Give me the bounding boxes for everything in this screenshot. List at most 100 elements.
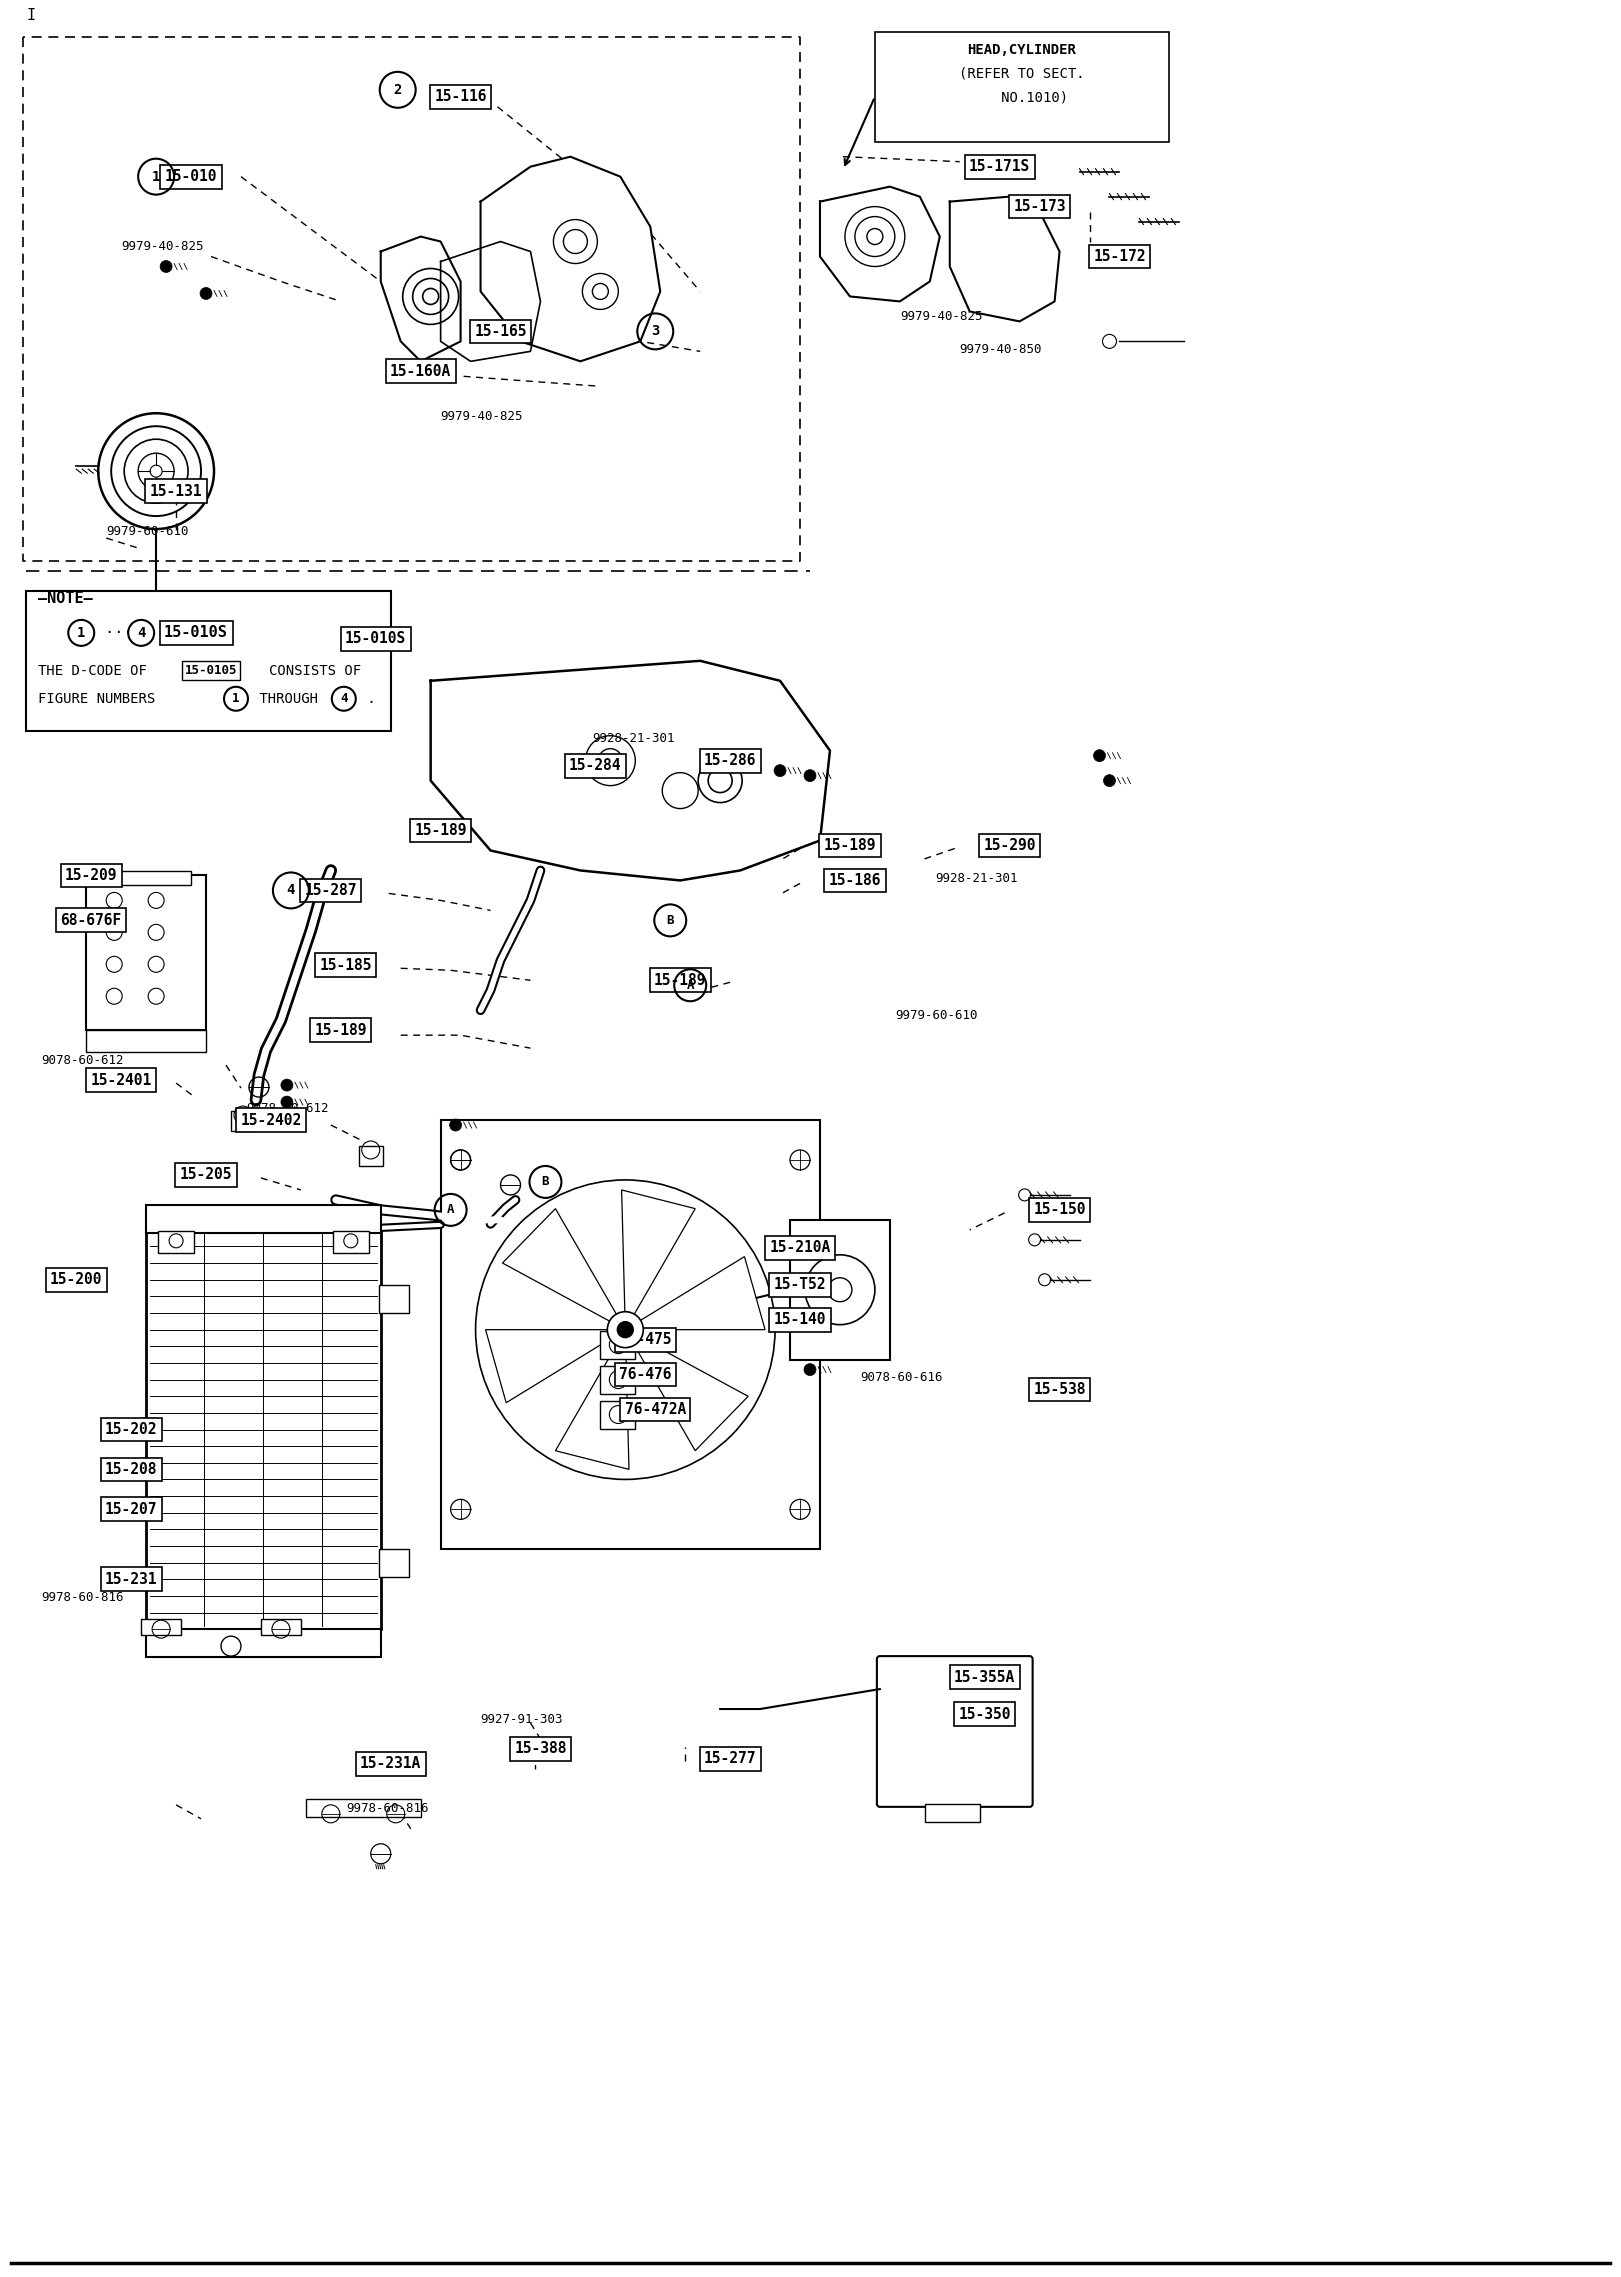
Bar — [86, 1029, 206, 1052]
Bar — [101, 872, 191, 886]
Text: 9928-21-301: 9928-21-301 — [592, 733, 674, 745]
Bar — [232, 1111, 254, 1132]
Circle shape — [160, 260, 172, 273]
FancyBboxPatch shape — [877, 1655, 1033, 1808]
Polygon shape — [556, 1346, 629, 1469]
Text: 68-676F: 68-676F — [60, 913, 122, 927]
Bar — [146, 1628, 381, 1658]
Text: 9927-91-303: 9927-91-303 — [480, 1712, 562, 1726]
Text: THROUGH: THROUGH — [251, 692, 326, 706]
Text: 15-205: 15-205 — [180, 1168, 232, 1182]
Text: 76-476: 76-476 — [619, 1366, 671, 1382]
Polygon shape — [441, 241, 540, 362]
Text: 15-189: 15-189 — [823, 838, 877, 854]
Text: 15-286: 15-286 — [704, 754, 757, 767]
Text: .: . — [358, 692, 376, 706]
Circle shape — [775, 765, 786, 776]
Text: 15-350: 15-350 — [958, 1705, 1012, 1721]
Polygon shape — [381, 237, 460, 362]
Text: 15-388: 15-388 — [514, 1742, 567, 1756]
Text: 15-207: 15-207 — [105, 1503, 157, 1516]
Text: 1: 1 — [78, 626, 86, 640]
Circle shape — [449, 1118, 462, 1132]
Polygon shape — [480, 157, 660, 362]
Text: 15-186: 15-186 — [828, 872, 882, 888]
Text: 15-171S: 15-171S — [969, 159, 1031, 173]
Bar — [441, 1120, 820, 1548]
Text: 15-209: 15-209 — [65, 868, 117, 883]
Text: ⇒: ⇒ — [159, 624, 169, 642]
Bar — [789, 1220, 890, 1359]
Polygon shape — [640, 1257, 765, 1330]
Bar — [600, 1366, 635, 1394]
Text: NO.1010): NO.1010) — [976, 91, 1068, 105]
Bar — [306, 1799, 421, 1817]
Text: 9078-60-616: 9078-60-616 — [859, 1371, 942, 1384]
Text: 3: 3 — [652, 323, 660, 339]
Text: 1: 1 — [232, 692, 240, 706]
Text: 15-116: 15-116 — [434, 89, 486, 105]
Text: 15-172: 15-172 — [1093, 248, 1146, 264]
Text: 76-475: 76-475 — [619, 1332, 671, 1348]
Text: 9928-21-301: 9928-21-301 — [935, 872, 1018, 886]
Text: 9978-60-816: 9978-60-816 — [345, 1803, 428, 1815]
Text: 15-277: 15-277 — [704, 1751, 757, 1767]
Text: 15-200: 15-200 — [50, 1273, 102, 1287]
Polygon shape — [621, 1191, 695, 1314]
Text: 15-189: 15-189 — [415, 822, 467, 838]
Text: 9078-60-612: 9078-60-612 — [246, 1102, 329, 1113]
Text: 9979-40-850: 9979-40-850 — [960, 344, 1042, 355]
Text: 9979-60-610: 9979-60-610 — [107, 524, 188, 537]
Bar — [875, 32, 1169, 141]
Circle shape — [280, 1079, 293, 1091]
Bar — [379, 1548, 408, 1578]
Polygon shape — [486, 1330, 609, 1403]
Circle shape — [199, 287, 212, 301]
Text: 9078-60-612: 9078-60-612 — [41, 1054, 123, 1066]
Text: 9979-40-825: 9979-40-825 — [122, 239, 204, 253]
Text: 15-160A: 15-160A — [391, 364, 451, 378]
Text: 9978-60-816: 9978-60-816 — [41, 1592, 123, 1603]
Bar — [926, 1803, 979, 1822]
Circle shape — [608, 1312, 644, 1348]
Polygon shape — [503, 1209, 616, 1321]
Text: 15-150: 15-150 — [1033, 1202, 1086, 1218]
Bar — [86, 874, 206, 1029]
Circle shape — [1104, 774, 1115, 786]
Text: A: A — [686, 979, 694, 993]
Text: CONSISTS OF: CONSISTS OF — [269, 665, 361, 679]
Bar — [26, 592, 391, 731]
Text: 4: 4 — [340, 692, 347, 706]
Text: 15-287: 15-287 — [305, 883, 357, 897]
Text: 15-231: 15-231 — [105, 1571, 157, 1587]
Polygon shape — [950, 196, 1060, 321]
Text: 9979-40-825: 9979-40-825 — [900, 310, 982, 323]
Bar — [600, 1400, 635, 1428]
Circle shape — [804, 1364, 815, 1375]
Text: 76-472A: 76-472A — [624, 1403, 686, 1416]
Text: 15-010S: 15-010S — [345, 631, 407, 647]
Text: 15-284: 15-284 — [569, 758, 621, 774]
Text: 15-202: 15-202 — [105, 1423, 157, 1437]
Text: —NOTE—: —NOTE— — [39, 592, 92, 606]
Text: 15-189: 15-189 — [314, 1022, 366, 1038]
Text: 15-140: 15-140 — [773, 1312, 827, 1327]
Text: 15-208: 15-208 — [105, 1462, 157, 1478]
Circle shape — [280, 1095, 293, 1109]
Text: 15-538: 15-538 — [1033, 1382, 1086, 1398]
Bar — [146, 1230, 381, 1628]
Circle shape — [804, 770, 815, 781]
Text: HEAD,CYLINDER: HEAD,CYLINDER — [968, 43, 1076, 57]
Text: 15-355A: 15-355A — [955, 1669, 1015, 1685]
Text: 15-290: 15-290 — [984, 838, 1036, 854]
Circle shape — [1094, 749, 1106, 761]
Bar — [358, 1145, 383, 1166]
Text: 15-189: 15-189 — [653, 972, 707, 988]
Text: 15-0105: 15-0105 — [185, 665, 237, 676]
Text: 1: 1 — [152, 171, 160, 184]
Text: 15-131: 15-131 — [149, 483, 203, 499]
Text: FIGURE NUMBERS: FIGURE NUMBERS — [39, 692, 156, 706]
Bar — [159, 1232, 195, 1252]
Polygon shape — [431, 660, 830, 881]
Text: I: I — [26, 7, 36, 23]
